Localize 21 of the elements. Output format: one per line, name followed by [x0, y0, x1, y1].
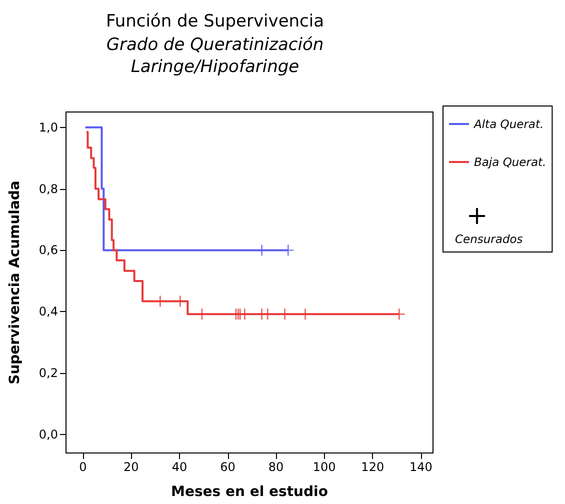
x-tick-label: 20: [124, 460, 139, 474]
x-tick-label: 120: [361, 460, 384, 474]
y-tick-label: 0,2: [38, 366, 58, 380]
text: Censurados: [455, 232, 523, 246]
chart-title: Función de Supervivencia: [106, 12, 324, 32]
y-tick-label: 0,8: [38, 182, 58, 196]
y-tick-label: 0,4: [38, 304, 58, 319]
y-tick-label: 0,0: [38, 428, 58, 442]
x-tick-label: 60: [220, 460, 236, 474]
y-axis-title: Supervivencia Acumulada: [7, 180, 23, 384]
legend-label: Baja Querat.: [474, 155, 546, 169]
x-tick-label: 40: [172, 460, 188, 474]
x-tick-label: 0: [79, 460, 87, 474]
y-tick-label: 0,6: [38, 243, 58, 258]
chart-subtitle: Grado de Queratinización Laringe/Hipofaringe: [106, 35, 324, 77]
x-tick-label: 140: [409, 460, 432, 474]
x-tick-label: 100: [312, 460, 336, 474]
y-tick-label: 1,0: [38, 120, 58, 134]
legend-label: Alta Querat.: [473, 117, 544, 131]
x-tick-label: 80: [268, 460, 284, 474]
x-axis-title: Meses en el estudio: [171, 484, 328, 500]
